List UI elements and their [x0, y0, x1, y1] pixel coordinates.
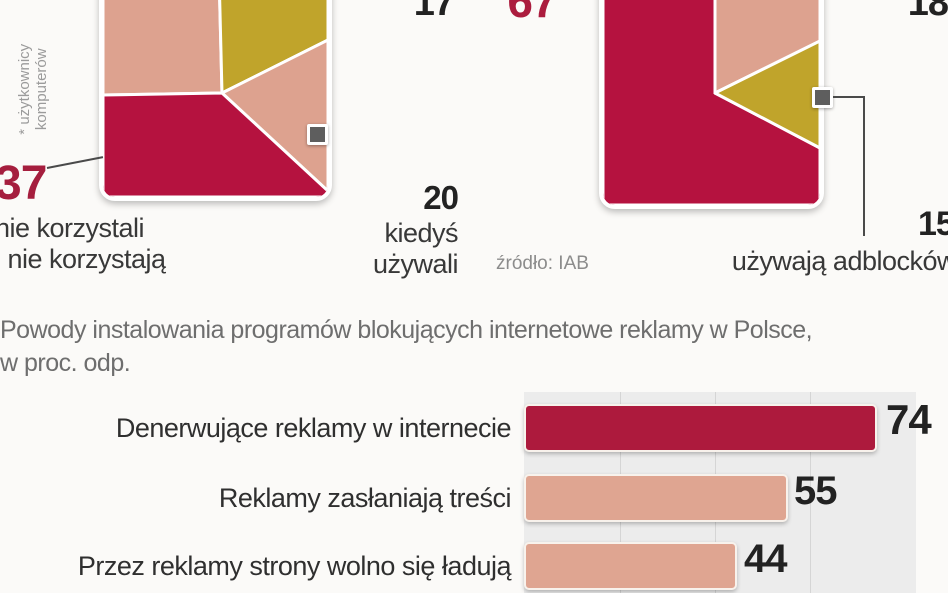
bar-label-3: Przez reklamy strony wolno się ładują: [77, 551, 512, 581]
bar-chart-title: Powody instalowania programów blokującyc…: [0, 314, 948, 379]
pie2-crimson-segment: [603, 0, 820, 205]
bar-chart-title-line2: w proc. odp.: [0, 348, 131, 377]
pie1-salmon-label-line2: używali: [372, 249, 459, 280]
pie1-top-value: 17: [413, 0, 455, 24]
pie2-mustard-label: używają adblocków: [731, 246, 948, 276]
bar-label-1: Denerwujące reklamy w internecie: [115, 413, 512, 443]
square-pie-2-canvas: [603, 0, 820, 205]
computer-users-footnote: * użytkownicy komputerów: [16, 4, 51, 174]
pie2-callout-line-horizontal: [833, 96, 865, 98]
footnote-line2: komputerów: [33, 48, 50, 131]
square-pie-1-canvas: [103, 0, 328, 197]
bar-pages-load-slowly: [524, 542, 737, 590]
pie1-crimson-label: nie korzystali i nie korzystają: [0, 213, 166, 276]
pie1-salmon-callout: 20 kiedyś używali: [320, 179, 459, 281]
pie1-crimson-callout-line: [46, 156, 104, 169]
pie2-salmon-segment: [713, 0, 820, 95]
pie2-callout-line-vertical: [863, 96, 865, 236]
gridline-60: [810, 392, 811, 593]
bar-value-1: 74: [886, 396, 932, 443]
square-pie-chart-1: [99, 0, 332, 201]
bar-value-3: 44: [744, 537, 787, 581]
pie1-crimson-label-line1: nie korzystali: [0, 213, 145, 243]
pie1-salmon-left-segment: [103, 0, 224, 97]
pie1-crimson-segment: [103, 91, 328, 197]
square-pie-chart-2: [599, 0, 824, 209]
pie1-crimson-label-line2: i nie korzystają: [0, 244, 166, 275]
pie1-mustard-segment: [218, 0, 328, 95]
pie2-callout-marker: [812, 87, 833, 108]
pie1-salmon-value: 20: [423, 179, 459, 216]
source-credit: źródło: IAB: [496, 253, 589, 274]
bar-annoying-ads: [524, 404, 877, 452]
pie2-crimson-value: 67: [507, 0, 557, 27]
bar-label-2: Reklamy zasłaniają treści: [218, 483, 512, 513]
pie1-callout-marker: [307, 124, 328, 145]
bar-chart-title-line1: Powody instalowania programów blokującyc…: [0, 316, 813, 344]
pie2-mustard-segment: [713, 39, 820, 150]
footnote-line1: * użytkownicy: [15, 43, 33, 135]
pie2-top-right-value: 18: [907, 0, 948, 24]
pie1-salmon-label-line1: kiedyś: [384, 218, 458, 248]
pie2-mustard-value: 15: [918, 205, 948, 243]
bar-ads-cover-content: [524, 474, 788, 522]
bar-value-2: 55: [794, 469, 837, 513]
pie1-crimson-value: 37: [0, 157, 47, 210]
